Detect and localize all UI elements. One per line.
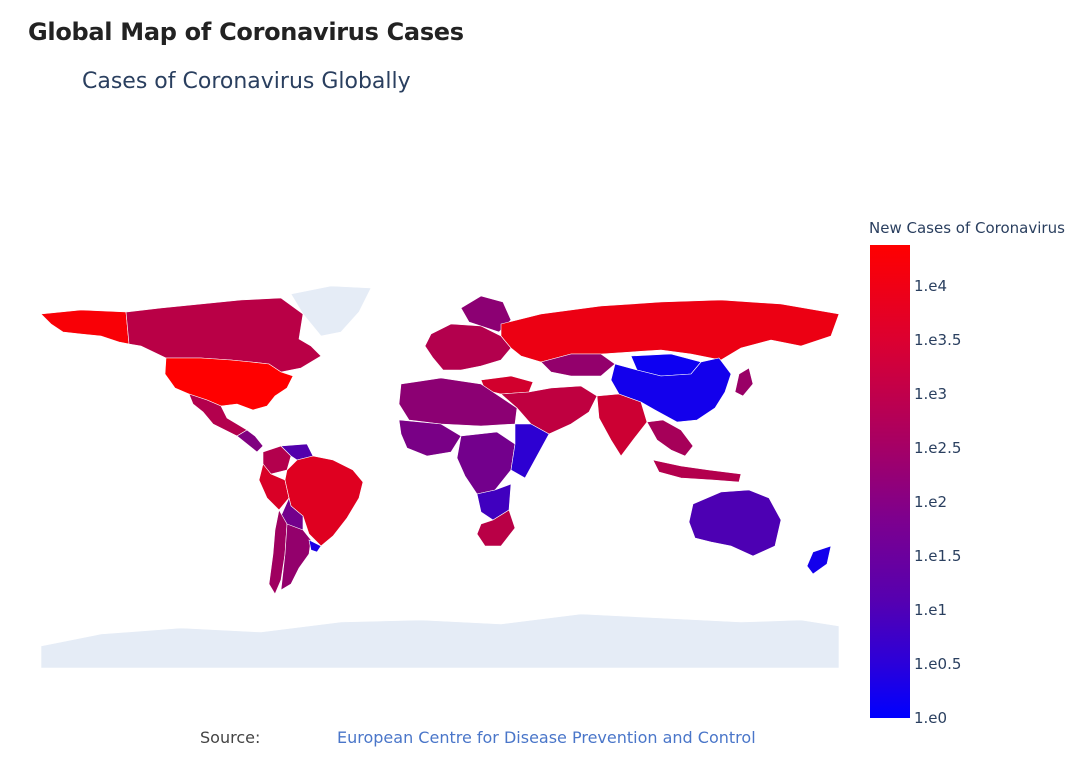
country-argentina[interactable]: [280, 523, 312, 591]
country-north-africa[interactable]: [398, 377, 518, 427]
source-link[interactable]: European Centre for Disease Prevention a…: [337, 728, 756, 747]
country-europe[interactable]: [424, 323, 512, 371]
colorbar-tick: 1.e3.5: [914, 331, 962, 349]
country-china[interactable]: [610, 357, 732, 423]
country-east-africa[interactable]: [510, 423, 550, 479]
colorbar-tick: 1.e0: [914, 709, 948, 727]
colorbar-tick: 1.e3: [914, 385, 948, 403]
country-australia[interactable]: [688, 489, 782, 557]
map-svg[interactable]: [41, 284, 839, 668]
colorbar-tick: 1.e1: [914, 601, 948, 619]
country-new-zealand[interactable]: [806, 545, 832, 575]
country-central-africa[interactable]: [456, 431, 516, 495]
country-west-africa[interactable]: [398, 419, 462, 457]
country-united-states[interactable]: [164, 357, 294, 411]
country-russia[interactable]: [500, 299, 839, 363]
country-central-america[interactable]: [236, 429, 264, 453]
colorbar-tick: 1.e1.5: [914, 547, 962, 565]
page-heading: Global Map of Coronavirus Cases: [28, 18, 464, 46]
colorbar: [870, 245, 910, 718]
colorbar-tick: 1.e4: [914, 277, 948, 295]
country-south-africa[interactable]: [476, 509, 516, 547]
country-greenland[interactable]: [290, 285, 372, 337]
country-southeast-asia[interactable]: [646, 419, 694, 457]
country-alaska[interactable]: [41, 309, 130, 345]
country-uruguay[interactable]: [308, 539, 322, 553]
world-map[interactable]: [41, 284, 839, 668]
country-japan[interactable]: [734, 367, 754, 397]
source-label: Source:: [200, 728, 261, 747]
country-middle-east[interactable]: [500, 385, 598, 435]
country-peru[interactable]: [258, 463, 290, 511]
colorbar-tick: 1.e0.5: [914, 655, 962, 673]
country-india[interactable]: [596, 393, 648, 457]
colorbar-title: New Cases of Coronavirus: [869, 219, 1065, 237]
country-indonesia[interactable]: [652, 459, 742, 483]
country-antarctica[interactable]: [41, 613, 839, 668]
chart-title: Cases of Coronavirus Globally: [82, 69, 411, 94]
colorbar-tick: 1.e2: [914, 493, 948, 511]
country-kazakhstan[interactable]: [540, 353, 616, 377]
colorbar-tick: 1.e2.5: [914, 439, 962, 457]
